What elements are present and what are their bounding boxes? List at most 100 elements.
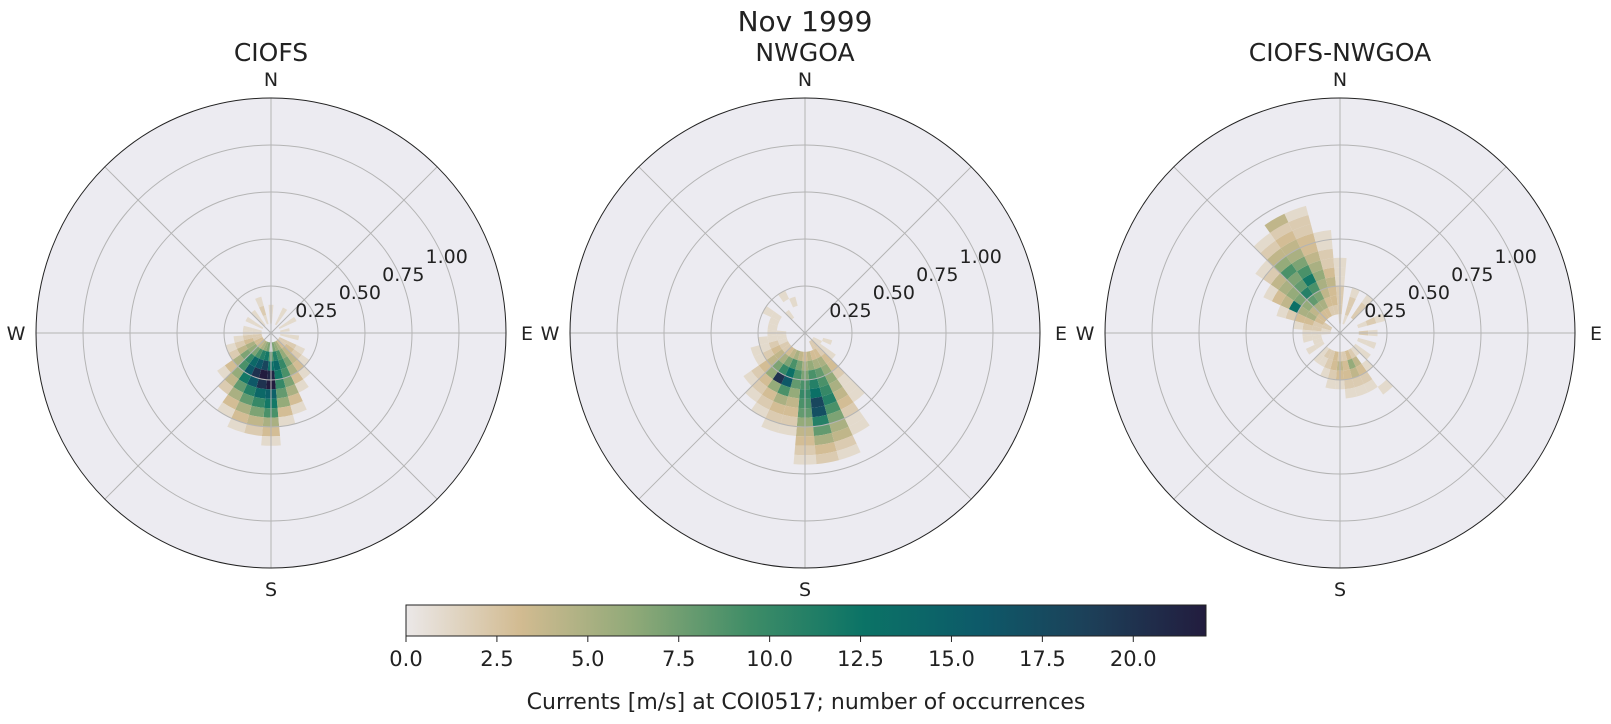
histogram-cell xyxy=(252,335,263,341)
histogram-cell xyxy=(1344,350,1352,361)
histogram-cell xyxy=(231,409,250,424)
histogram-cell xyxy=(831,426,853,442)
histogram-cell xyxy=(1357,321,1368,329)
histogram-cell xyxy=(750,345,763,357)
histogram-cell xyxy=(1311,334,1322,341)
histogram-cell xyxy=(222,394,240,410)
histogram-cell xyxy=(807,360,815,371)
radial-tick-label: 0.25 xyxy=(1364,300,1406,322)
angular-gridline xyxy=(1173,332,1341,500)
histogram-cell xyxy=(1356,302,1367,314)
histogram-cell xyxy=(1320,346,1330,357)
direction-label: E xyxy=(1590,323,1602,345)
angular-gridline xyxy=(638,332,806,500)
histogram-cell xyxy=(290,349,302,360)
histogram-cell xyxy=(1365,340,1377,349)
histogram-cell xyxy=(774,349,786,360)
angular-gridline xyxy=(1339,332,1507,500)
histogram-cell xyxy=(249,356,260,368)
histogram-cell xyxy=(824,349,836,360)
histogram-cell xyxy=(1276,305,1289,319)
angular-gridline xyxy=(804,166,972,334)
histogram-cell xyxy=(768,317,780,326)
histogram-cell xyxy=(1323,348,1333,359)
histogram-cell xyxy=(278,336,289,344)
histogram-cell xyxy=(1284,205,1309,223)
histogram-cell xyxy=(819,384,833,397)
histogram-cell xyxy=(255,296,264,308)
histogram-cell xyxy=(294,344,306,355)
direction-label: E xyxy=(521,323,533,345)
histogram-cell xyxy=(1355,363,1367,376)
histogram-cell xyxy=(1347,296,1356,308)
histogram-cell xyxy=(1342,314,1348,325)
histogram-cell xyxy=(259,305,267,316)
histogram-cell xyxy=(834,435,857,452)
histogram-cell xyxy=(289,334,300,341)
panels: CIOFS0.250.500.751.00NESWNWGOA0.250.500.… xyxy=(7,38,1602,601)
histogram-cell xyxy=(1275,230,1297,249)
histogram-cell xyxy=(787,387,801,399)
radial-tick-label: 0.50 xyxy=(873,282,915,304)
histogram-cell xyxy=(781,375,793,388)
histogram-cell xyxy=(826,409,845,424)
histogram-cell xyxy=(1350,309,1360,320)
histogram-cell xyxy=(751,379,768,395)
histogram-cell xyxy=(808,369,818,380)
histogram-cell xyxy=(260,340,268,351)
histogram-cell xyxy=(285,384,299,397)
histogram-cell xyxy=(767,335,778,343)
histogram-cell xyxy=(245,340,256,350)
histogram-cell xyxy=(1351,356,1362,368)
histogram-cell xyxy=(793,350,801,361)
histogram-cell xyxy=(1266,248,1287,267)
histogram-cell xyxy=(809,378,820,390)
histogram-cell xyxy=(271,342,276,352)
histogram-cell xyxy=(1354,384,1368,397)
histogram-cell xyxy=(828,379,843,393)
histogram-cell xyxy=(251,346,261,357)
panel-title: CIOFS-NWGOA xyxy=(1249,38,1431,67)
histogram-cell xyxy=(1344,387,1358,399)
histogram-cell xyxy=(1350,346,1360,357)
direction-label: E xyxy=(1055,323,1067,345)
histogram-cell xyxy=(233,379,248,393)
histogram-cell xyxy=(234,340,246,349)
histogram-cell xyxy=(278,322,289,330)
histogram-cell xyxy=(1325,276,1336,288)
histogram-cell xyxy=(1342,360,1350,371)
histogram-cell xyxy=(1330,360,1338,371)
histogram-cell xyxy=(777,337,788,345)
histogram-cell xyxy=(785,346,795,357)
histogram-cell xyxy=(275,387,289,399)
histogram-cell xyxy=(811,405,827,418)
histogram-cell xyxy=(779,340,790,350)
radial-tick-label: 0.50 xyxy=(339,282,381,304)
histogram-cell xyxy=(1311,325,1322,332)
histogram-cell xyxy=(284,343,295,353)
histogram-cell xyxy=(811,338,821,347)
histogram-cell xyxy=(244,352,255,364)
histogram-cell xyxy=(815,451,840,465)
radial-tick-label: 1.00 xyxy=(1495,246,1537,268)
direction-label: S xyxy=(265,579,277,601)
histogram-cell xyxy=(1328,305,1336,316)
histogram-cell xyxy=(1307,281,1321,295)
histogram-cell xyxy=(821,352,832,364)
polar-grid xyxy=(36,98,506,568)
direction-label: N xyxy=(1333,69,1347,91)
histogram-cell xyxy=(810,396,825,408)
angular-gridline xyxy=(1173,166,1341,334)
histogram-cell xyxy=(785,309,795,320)
histogram-cell xyxy=(822,392,837,406)
polar-grid xyxy=(1105,98,1575,568)
histogram-cell xyxy=(1341,351,1348,362)
histogram-cell xyxy=(278,307,288,318)
histogram-cell xyxy=(780,414,798,427)
histogram-cell xyxy=(795,360,803,371)
histogram-cell xyxy=(815,346,825,357)
histogram-cell xyxy=(255,338,265,347)
histogram-cell xyxy=(233,335,244,343)
histogram-cell xyxy=(1280,295,1294,310)
histogram-cell xyxy=(783,405,799,418)
